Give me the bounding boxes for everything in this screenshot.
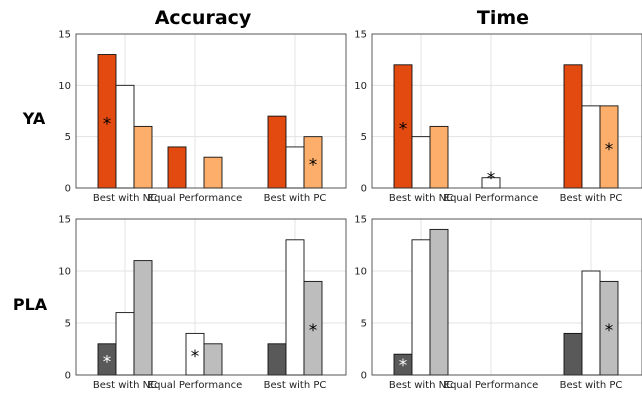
column-title-accuracy: Accuracy — [155, 7, 252, 29]
x-category-label: Best with PC — [560, 193, 623, 204]
x-category-label: Equal Performance — [444, 380, 538, 391]
bar-accuracy-ya — [133, 125, 153, 189]
significance-star: * — [309, 321, 318, 341]
plot-frame — [75, 33, 347, 189]
y-tick-label: 15 — [354, 30, 367, 41]
x-category-label: Best with PC — [264, 380, 327, 391]
x-category-label: Equal Performance — [148, 193, 242, 204]
significance-star: * — [191, 347, 200, 367]
bar-time-pla — [411, 239, 431, 376]
bar-accuracy-pla — [203, 343, 223, 376]
significance-star: * — [399, 356, 408, 376]
y-tick-label: 15 — [58, 215, 71, 226]
bar-accuracy-pla — [115, 312, 135, 376]
bar-time-pla — [563, 332, 583, 376]
bar-accuracy-pla — [285, 239, 305, 376]
y-tick-label: 5 — [65, 319, 71, 330]
column-title-time: Time — [477, 7, 529, 29]
bar-time-pla — [429, 228, 449, 376]
bar-accuracy-ya — [115, 84, 135, 189]
y-tick-label: 0 — [65, 184, 71, 195]
y-tick-label: 0 — [65, 371, 71, 382]
significance-star: * — [605, 321, 614, 341]
plot-frame — [371, 33, 642, 189]
bar-time-ya — [411, 136, 431, 189]
significance-star: * — [399, 119, 408, 139]
significance-star: * — [605, 140, 614, 160]
bar-time-ya — [429, 125, 449, 189]
bar-time-pla — [581, 270, 601, 376]
x-category-label: Best with NC — [93, 193, 157, 204]
bar-time-ya — [581, 105, 601, 189]
bar-accuracy-ya — [267, 115, 287, 189]
significance-star: * — [487, 169, 496, 189]
y-tick-label: 5 — [361, 132, 367, 143]
x-category-label: Equal Performance — [444, 193, 538, 204]
x-category-label: Best with PC — [264, 193, 327, 204]
y-tick-label: 10 — [58, 81, 71, 92]
bar-accuracy-ya — [285, 146, 305, 189]
y-tick-label: 0 — [361, 371, 367, 382]
x-category-label: Best with NC — [389, 380, 453, 391]
y-tick-label: 5 — [65, 132, 71, 143]
y-tick-label: 0 — [361, 184, 367, 195]
bar-accuracy-ya — [203, 156, 223, 189]
bar-accuracy-ya — [167, 146, 187, 189]
x-category-label: Best with NC — [389, 193, 453, 204]
y-tick-label: 10 — [58, 267, 71, 278]
x-category-label: Best with PC — [560, 380, 623, 391]
significance-star: * — [309, 155, 318, 175]
row-title-pla: PLA — [13, 295, 48, 314]
plot-frame — [371, 218, 642, 376]
y-tick-label: 10 — [354, 267, 367, 278]
significance-star: * — [103, 114, 112, 134]
plot-frame — [75, 218, 347, 376]
y-tick-label: 10 — [354, 81, 367, 92]
bar-time-ya — [563, 64, 583, 189]
y-tick-label: 15 — [354, 215, 367, 226]
significance-star: * — [103, 352, 112, 372]
bar-accuracy-pla — [133, 260, 153, 376]
x-category-label: Best with NC — [93, 380, 157, 391]
row-title-ya: YA — [22, 109, 46, 128]
y-tick-label: 5 — [361, 319, 367, 330]
x-category-label: Equal Performance — [148, 380, 242, 391]
y-tick-label: 15 — [58, 30, 71, 41]
bar-accuracy-pla — [267, 343, 287, 376]
